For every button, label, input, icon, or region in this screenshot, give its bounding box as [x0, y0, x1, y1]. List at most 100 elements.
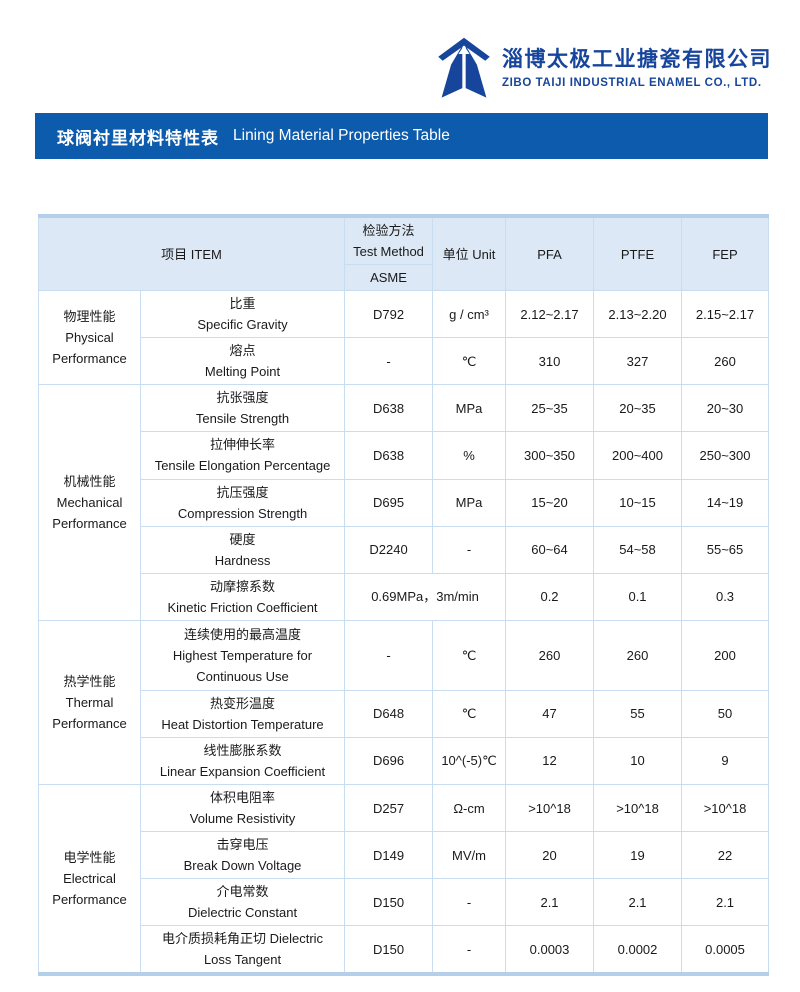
item-label-line: Highest Temperature for: [172, 647, 313, 663]
value-cell-fep: 0.3: [681, 572, 770, 621]
table-row: 电介质损耗角正切 Dielectric Loss Tangent D150-0.00…: [39, 925, 770, 975]
item-label-line: Heat Distortion Temperature: [161, 716, 324, 732]
value-cell-fep: 2.15~2.17: [681, 290, 770, 339]
item-label-line: Hardness: [214, 552, 271, 568]
value-cell-ptfe: 327: [593, 337, 683, 386]
value-cell-fep: 250~300: [681, 431, 770, 480]
unit-cell: Ω-cm: [432, 783, 507, 833]
item-cell: 抗张强度 Tensile Strength: [139, 384, 346, 433]
table-row: 介电常数 Dielectric Constant D150-2.1 2.1 2.1: [39, 878, 770, 927]
test-method-cell: -: [344, 619, 434, 691]
item-label-line: Kinetic Friction Coefficient: [167, 599, 318, 615]
test-method-cell: D150: [344, 925, 434, 975]
test-method-cell: D648: [344, 689, 434, 738]
category-cell: 电学性能 Electrical Performance: [38, 783, 141, 975]
company-name-cn: 淄博太极工业搪瓷有限公司: [502, 48, 772, 72]
value-cell-pfa: 12: [505, 736, 595, 785]
method-unit-merged-cell: 0.69MPa，3m/min: [344, 572, 507, 621]
item-cell: 硬度 Hardness: [139, 525, 346, 574]
value-cell-ptfe: >10^18: [593, 783, 683, 833]
value-cell-ptfe: 2.13~2.20: [593, 290, 683, 339]
column-header-pfa: PFA: [505, 215, 595, 292]
category-label-en: Electrical Performance: [52, 871, 127, 908]
table-row: 机械性能 Mechanical Performance 抗张强度 Tensile St…: [38, 384, 770, 621]
item-cell: 拉伸伸长率 Tensile Elongation Percentage: [139, 431, 346, 480]
test-method-cell: D150: [344, 878, 434, 927]
value-cell-fep: 50: [681, 689, 770, 738]
item-cell: 比重 Specific Gravity: [139, 290, 346, 339]
table-row: 电学性能 Electrical Performance 体积电阻率 Volume Re…: [38, 783, 770, 975]
test-method-cell: -: [344, 337, 434, 386]
unit-cell: MPa: [432, 478, 507, 527]
value-cell-fep: 260: [681, 337, 770, 386]
table-row: 抗压强度 Compression Strength D695 MPa 15~20 10~1…: [39, 478, 770, 527]
item-label-line: 硬度: [229, 531, 256, 547]
unit-cell: ℃: [432, 689, 507, 738]
category-cell: 热学性能 Thermal Performance: [38, 619, 141, 785]
unit-cell: ℃: [432, 337, 507, 386]
unit-cell: MPa: [432, 384, 507, 433]
category-label-en: Thermal Performance: [52, 694, 127, 731]
item-label-line: 热变形温度: [210, 695, 276, 711]
column-header-fep: FEP: [681, 215, 770, 292]
item-label-line: 抗张强度: [216, 390, 269, 406]
item-label-line: 动摩擦系数: [210, 578, 276, 594]
value-cell-pfa: 0.2: [505, 572, 595, 621]
value-cell-ptfe: 10~15: [593, 478, 683, 527]
item-label-line: Tensile Elongation Percentage: [154, 458, 331, 474]
value-cell-pfa: 300~350: [505, 431, 595, 480]
value-cell-pfa: >10^18: [505, 783, 595, 833]
test-method-cell: D2240: [344, 525, 434, 574]
item-label-line: Linear Expansion Coefficient: [159, 763, 326, 779]
test-method-cell: D696: [344, 736, 434, 785]
item-label-line: 线性膨胀系数: [203, 742, 282, 758]
item-label-line: Melting Point: [204, 364, 281, 380]
page-title-cn: 球阀衬里材料特性表: [57, 128, 219, 148]
company-name-en: ZIBO TAIJI INDUSTRIAL ENAMEL CO., LTD.: [502, 76, 762, 89]
table-row: 热变形温度 Heat Distortion Temperature D648 ℃ 47 5…: [39, 689, 770, 738]
category-label-cn: 机械性能: [63, 473, 116, 489]
item-cell: 抗压强度 Compression Strength: [139, 478, 346, 527]
value-cell-ptfe: 2.1: [593, 878, 683, 927]
category-label-en: Physical Performance: [52, 330, 127, 367]
value-cell-fep: 55~65: [681, 525, 770, 574]
item-label-line: 击穿电压: [216, 837, 269, 853]
item-label-line: 拉伸伸长率: [210, 437, 276, 453]
test-method-cell: D792: [344, 290, 434, 339]
value-cell-pfa: 0.0003: [505, 925, 595, 975]
page-title-en: Lining Material Properties Table: [233, 127, 450, 144]
value-cell-ptfe: 55: [593, 689, 683, 738]
value-cell-fep: >10^18: [681, 783, 770, 833]
test-method-cell: D149: [344, 831, 434, 880]
item-label-line: 抗压强度: [216, 484, 269, 500]
unit-cell: -: [432, 925, 507, 975]
category-label-cn: 电学性能: [63, 850, 116, 866]
category-label-cn: 热学性能: [63, 673, 116, 689]
value-cell-pfa: 60~64: [505, 525, 595, 574]
item-cell: 击穿电压 Break Down Voltage: [139, 831, 346, 880]
value-cell-pfa: 310: [505, 337, 595, 386]
unit-cell: 10^(-5)℃: [432, 736, 507, 785]
column-header-ptfe: PTFE: [593, 215, 683, 292]
test-method-label-en: Test Method: [353, 244, 424, 260]
table-row: 动摩擦系数 Kinetic Friction Coefficient 0.69MPa…: [39, 572, 770, 621]
test-method-cell: D695: [344, 478, 434, 527]
table-row: 热学性能 Thermal Performance 连续使用的最高温度 Highest …: [38, 619, 770, 785]
value-cell-fep: 20~30: [681, 384, 770, 433]
item-label-line: Tensile Strength: [195, 411, 290, 427]
test-method-cell: D257: [344, 783, 434, 833]
test-method-cell: D638: [344, 384, 434, 433]
item-label-line: Volume Resistivity: [189, 811, 296, 827]
item-label-line: Break Down Voltage: [183, 858, 302, 874]
value-cell-fep: 200: [681, 619, 770, 691]
table-row: 物理性能 Physical Performance 比重 Specific Gravi…: [38, 290, 770, 386]
value-cell-pfa: 15~20: [505, 478, 595, 527]
table-row: 硬度 Hardness D2240-60~64 54~58 55~65: [39, 525, 770, 574]
item-cell: 体积电阻率 Volume Resistivity: [139, 783, 346, 833]
value-cell-ptfe: 19: [593, 831, 683, 880]
unit-cell: MV/m: [432, 831, 507, 880]
value-cell-fep: 14~19: [681, 478, 770, 527]
value-cell-ptfe: 260: [593, 619, 683, 691]
value-cell-pfa: 2.1: [505, 878, 595, 927]
